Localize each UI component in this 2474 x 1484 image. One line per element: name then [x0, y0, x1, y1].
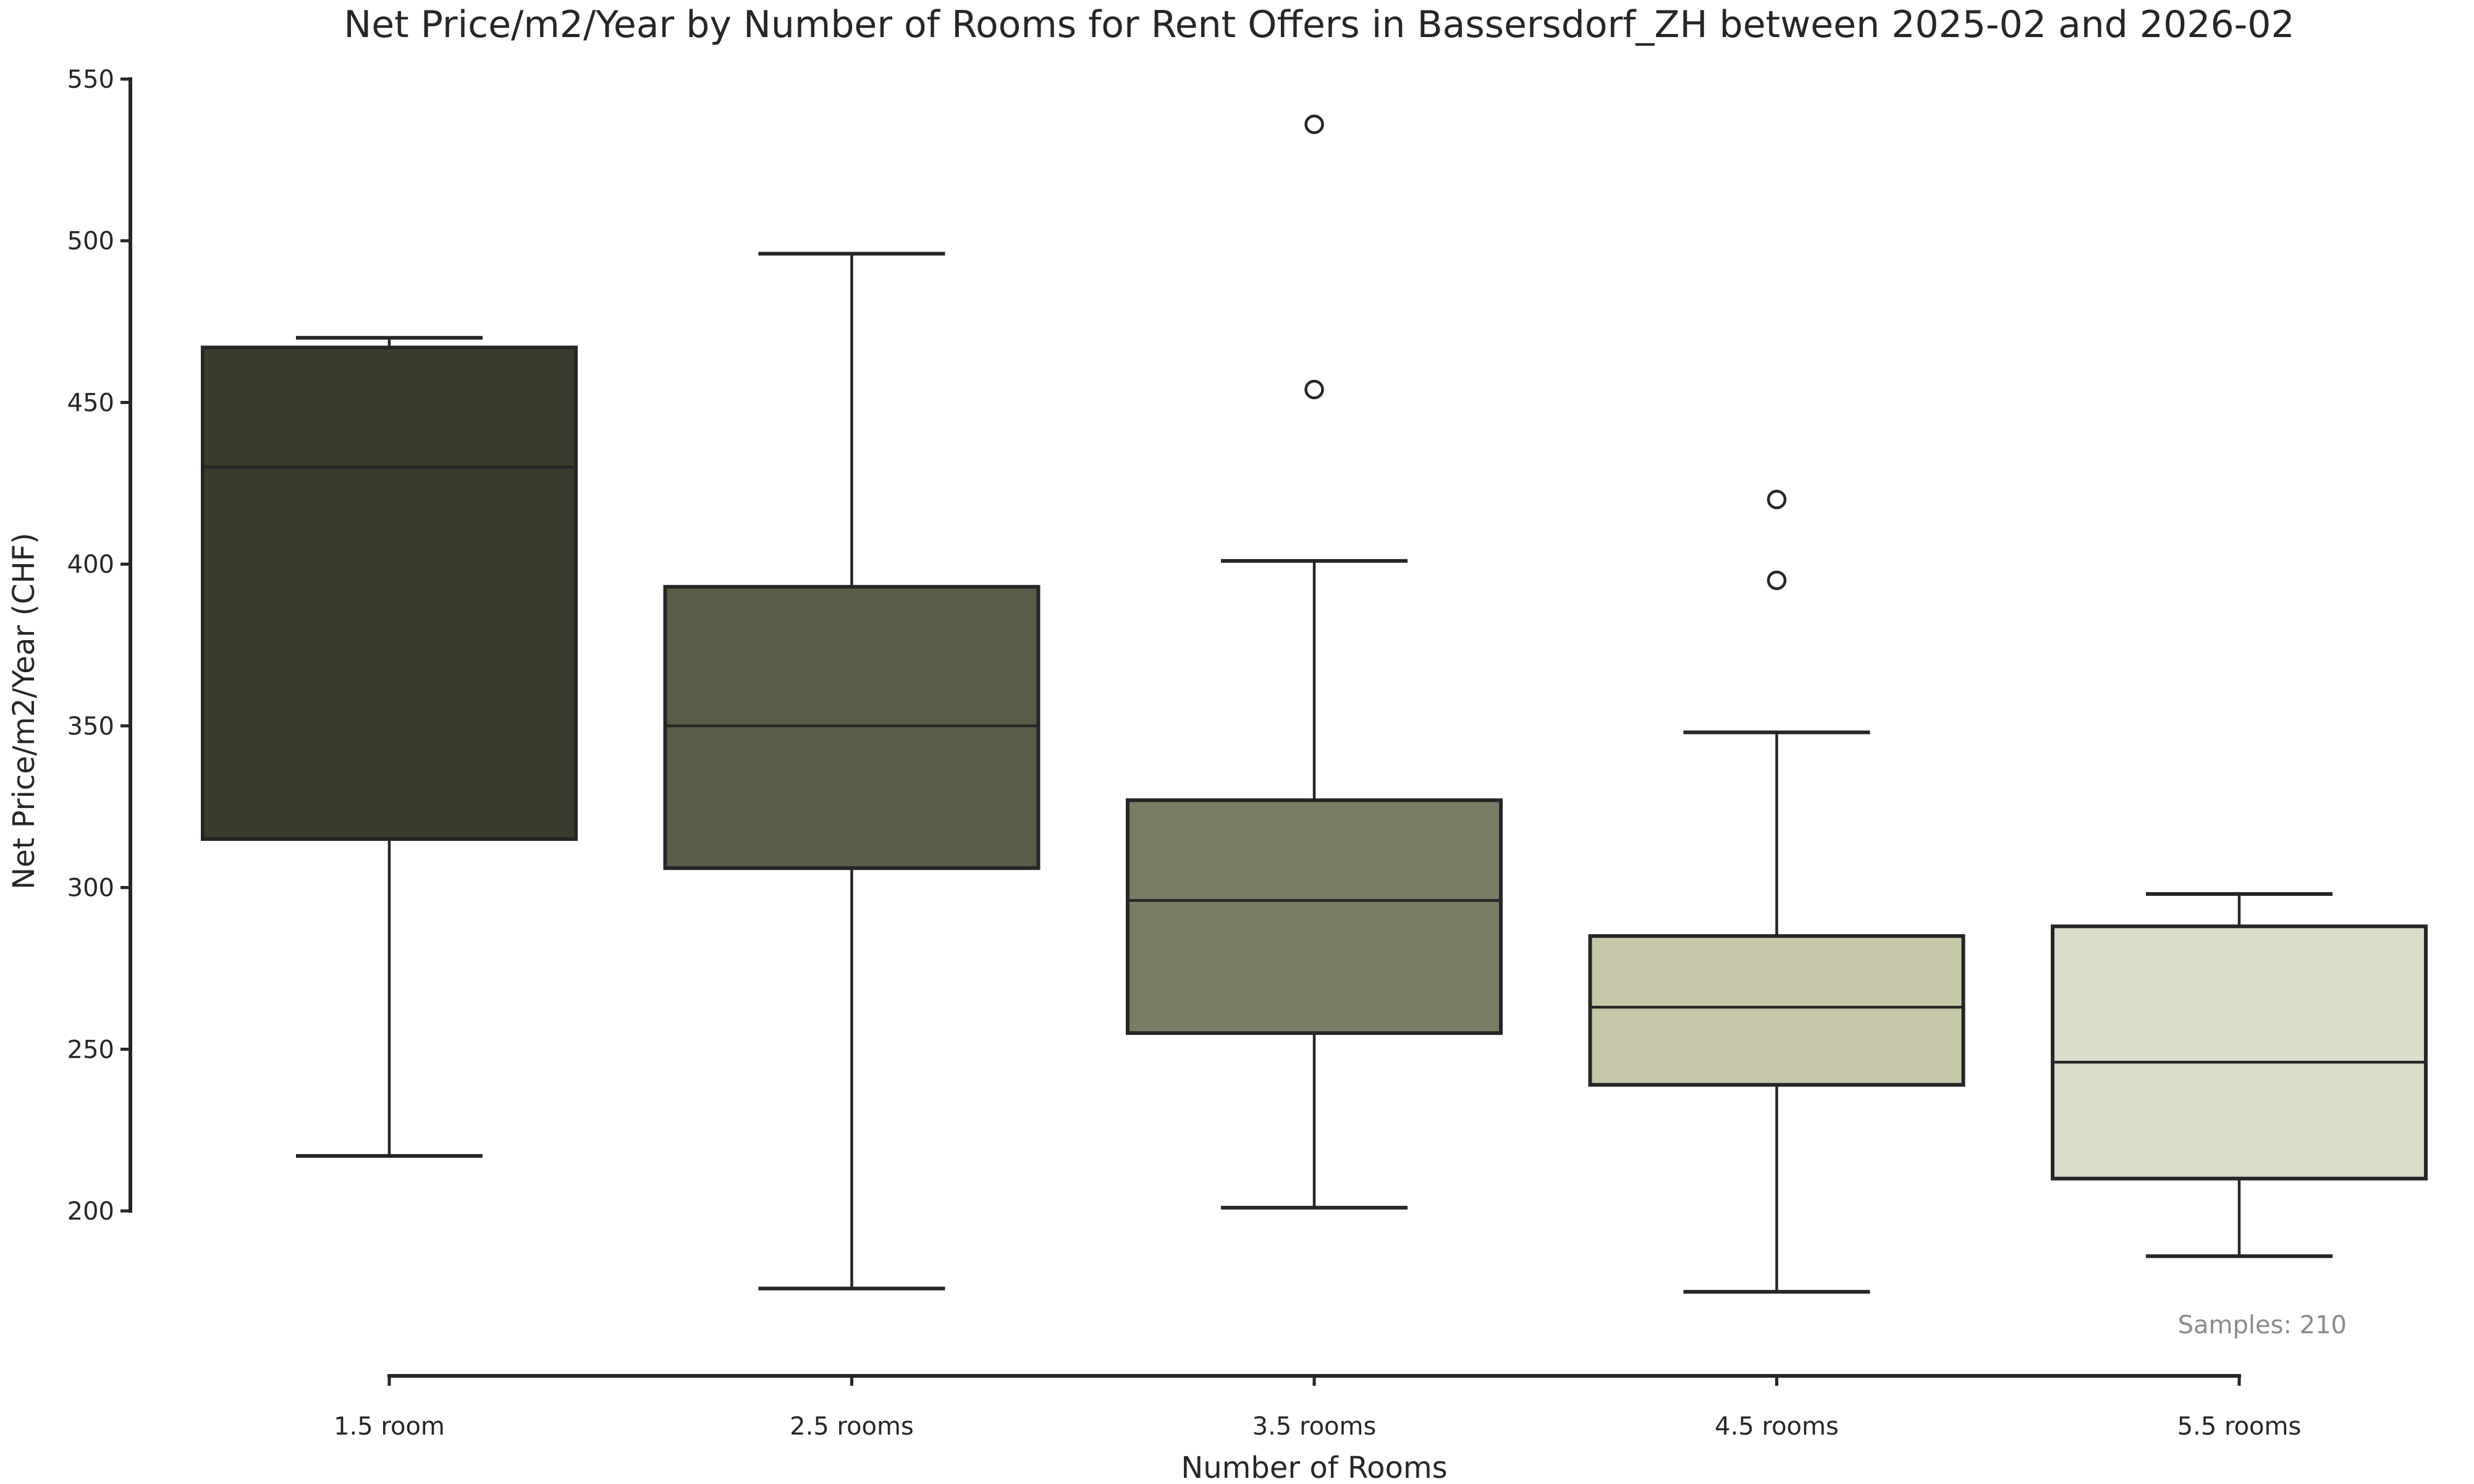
box-1.5-room — [201, 345, 578, 841]
x-tick-label: 4.5 rooms — [1715, 1412, 1839, 1441]
outlier-point — [1767, 489, 1787, 510]
y-tick-label: 300 — [67, 874, 114, 903]
outlier-point — [1767, 570, 1787, 591]
y-tick-label: 550 — [67, 65, 114, 94]
samples-annotation: Samples: 210 — [2178, 1311, 2347, 1339]
y-tick-label: 200 — [67, 1197, 114, 1226]
y-tick-label: 500 — [67, 227, 114, 256]
plot-area: 550 500 450 400 350 300 250 200 1.5 room 2.5 room… — [67, 65, 2428, 1441]
y-axis-label: Net Price/m2/Year (CHF) — [7, 533, 41, 890]
x-tick-label: 3.5 rooms — [1252, 1412, 1377, 1441]
y-tick-label: 450 — [67, 389, 114, 417]
box-4.5-rooms — [1588, 934, 1965, 1087]
y-tick-label: 400 — [67, 550, 114, 579]
outlier-point — [1304, 379, 1324, 400]
chart-title: Net Price/m2/Year by Number of Rooms for… — [344, 3, 2294, 46]
y-tick-label: 350 — [67, 712, 114, 741]
x-axis-label: Number of Rooms — [1181, 1451, 1447, 1484]
box-2.5-rooms — [663, 584, 1041, 871]
x-tick-label: 1.5 room — [334, 1412, 445, 1441]
x-tick-label: 5.5 rooms — [2177, 1412, 2302, 1441]
box-5.5-rooms — [2051, 924, 2428, 1181]
y-tick-label: 250 — [67, 1035, 114, 1064]
x-tick-label: 2.5 rooms — [790, 1412, 914, 1441]
box-3.5-rooms — [1126, 798, 1503, 1035]
outlier-point — [1304, 114, 1324, 135]
